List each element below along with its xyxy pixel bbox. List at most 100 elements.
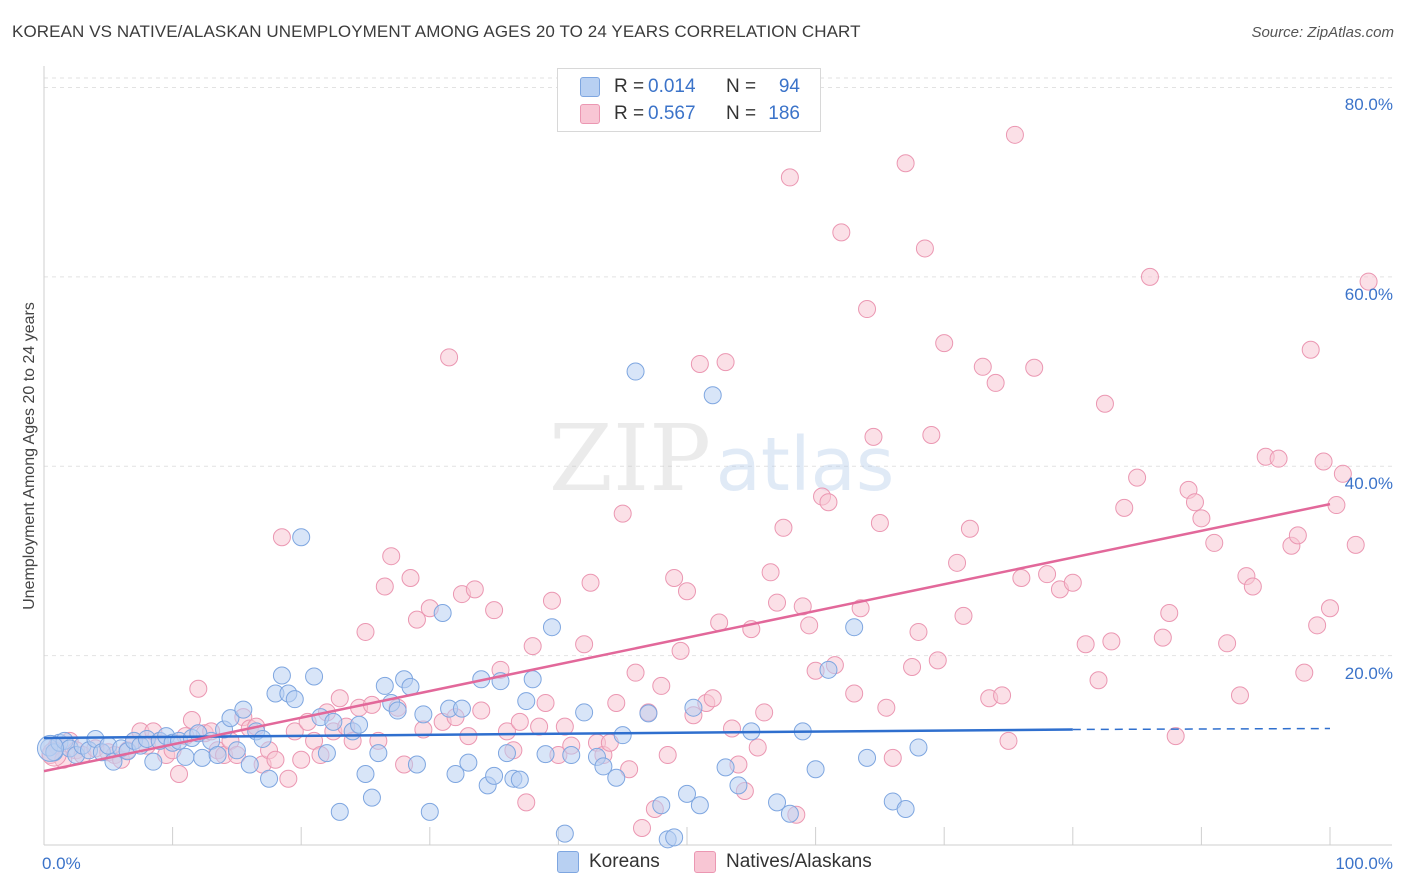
y-axis-label: Unemployment Among Ages 20 to 24 years [21, 302, 38, 610]
data-point [1314, 452, 1333, 471]
legend-swatch-natives [694, 851, 716, 873]
data-point [510, 770, 529, 789]
legend-r-label: R = [614, 103, 645, 124]
data-point [748, 738, 767, 757]
data-point [375, 577, 394, 596]
data-point [1295, 663, 1314, 682]
data-point [632, 818, 651, 837]
data-point [935, 334, 954, 353]
data-point [845, 684, 864, 703]
data-point [510, 712, 529, 731]
data-point [665, 568, 684, 587]
data-point [793, 597, 812, 616]
data-point [639, 704, 658, 723]
data-point [1230, 686, 1249, 705]
data-point [234, 700, 253, 719]
data-point [555, 717, 574, 736]
data-point [536, 745, 555, 764]
data-point [999, 731, 1018, 750]
data-point [1076, 635, 1095, 654]
data-point [716, 758, 735, 777]
data-point [1153, 628, 1172, 647]
data-point [915, 239, 934, 258]
data-point [819, 493, 838, 512]
data-point [144, 752, 163, 771]
data-point [465, 580, 484, 599]
data-point [780, 804, 799, 823]
trend-line-koreans-extension [1072, 727, 1331, 731]
data-point [517, 793, 536, 812]
data-point [883, 748, 902, 767]
data-point [690, 796, 709, 815]
y-tick-label: 80.0% [1344, 95, 1393, 115]
data-point [1205, 533, 1224, 552]
data-point [485, 601, 504, 620]
data-point [362, 788, 381, 807]
chart-source: Source: ZipAtlas.com [1251, 24, 1394, 41]
data-point [1115, 498, 1134, 517]
data-point [652, 796, 671, 815]
data-point [369, 744, 388, 763]
data-point [761, 563, 780, 582]
data-point [375, 676, 394, 695]
data-point [870, 514, 889, 533]
data-point [517, 692, 536, 711]
data-point [948, 553, 967, 572]
data-point [768, 593, 787, 612]
data-point [703, 689, 722, 708]
x-tick-max: 100.0% [1335, 854, 1393, 873]
data-point [877, 698, 896, 717]
y-tick-label: 40.0% [1344, 474, 1393, 494]
data-point [716, 353, 735, 372]
data-point [272, 528, 291, 547]
data-point [440, 348, 459, 367]
data-point [1218, 634, 1237, 653]
data-point [845, 618, 864, 637]
data-point [266, 750, 285, 769]
data-point [305, 667, 324, 686]
data-point [272, 666, 291, 685]
data-point [292, 750, 311, 769]
data-point [542, 591, 561, 610]
data-point [575, 635, 594, 654]
data-point [446, 764, 465, 783]
legend-n-value: 186 [768, 103, 800, 124]
data-point [620, 760, 639, 779]
data-point [350, 715, 369, 734]
data-point [690, 354, 709, 373]
data-point [729, 776, 748, 795]
data-point [433, 604, 452, 623]
data-point [407, 610, 426, 629]
data-point [626, 362, 645, 381]
legend-swatch-natives [580, 104, 600, 124]
data-point [1025, 358, 1044, 377]
data-point [253, 729, 272, 748]
data-point [485, 766, 504, 785]
data-point [1005, 125, 1024, 144]
data-point [678, 582, 696, 601]
data-point [1288, 526, 1307, 545]
data-point [1095, 394, 1114, 413]
data-point [497, 744, 516, 763]
data-point [189, 679, 208, 698]
data-point [1140, 267, 1159, 286]
data-point [401, 568, 420, 587]
data-point [1269, 449, 1288, 468]
data-point [973, 357, 992, 376]
data-point [523, 670, 542, 689]
data-point [1359, 272, 1378, 291]
data-point [414, 705, 433, 724]
data-point [536, 693, 555, 712]
data-point [864, 427, 883, 446]
data-point [851, 599, 870, 618]
data-point [658, 746, 677, 765]
data-point [176, 747, 195, 766]
data-point [1185, 493, 1204, 512]
data-point [208, 746, 227, 765]
data-point [774, 518, 793, 537]
y-tick-label: 60.0% [1344, 284, 1393, 304]
data-point [240, 755, 259, 774]
axes [43, 66, 1392, 846]
watermark: ZIP atlas [549, 405, 895, 512]
